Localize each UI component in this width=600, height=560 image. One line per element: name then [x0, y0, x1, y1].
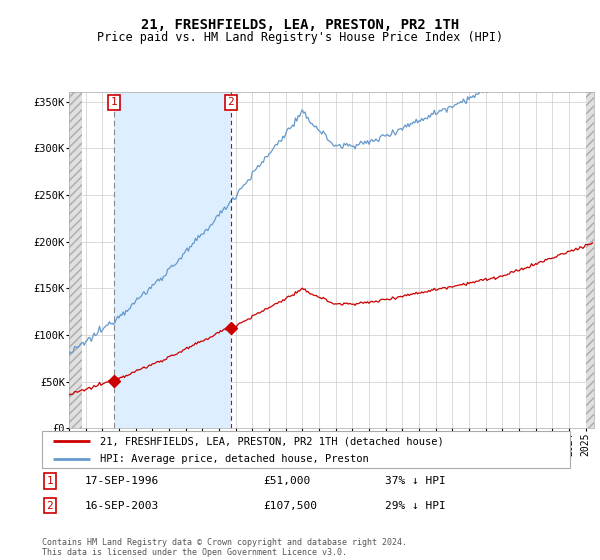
Text: £51,000: £51,000 — [264, 476, 311, 486]
Text: HPI: Average price, detached house, Preston: HPI: Average price, detached house, Pres… — [100, 454, 369, 464]
Text: 1: 1 — [111, 97, 118, 108]
Text: £107,500: £107,500 — [264, 501, 318, 511]
Text: 2: 2 — [227, 97, 234, 108]
Bar — [114, 92, 231, 428]
Text: 21, FRESHFIELDS, LEA, PRESTON, PR2 1TH: 21, FRESHFIELDS, LEA, PRESTON, PR2 1TH — [141, 18, 459, 32]
FancyBboxPatch shape — [42, 431, 570, 468]
Bar — [69, 92, 82, 428]
Text: 1: 1 — [47, 476, 53, 486]
Text: Price paid vs. HM Land Registry's House Price Index (HPI): Price paid vs. HM Land Registry's House … — [97, 31, 503, 44]
Text: 21, FRESHFIELDS, LEA, PRESTON, PR2 1TH (detached house): 21, FRESHFIELDS, LEA, PRESTON, PR2 1TH (… — [100, 436, 444, 446]
Text: 37% ↓ HPI: 37% ↓ HPI — [385, 476, 446, 486]
Text: Contains HM Land Registry data © Crown copyright and database right 2024.
This d: Contains HM Land Registry data © Crown c… — [42, 538, 407, 557]
Text: 17-SEP-1996: 17-SEP-1996 — [84, 476, 158, 486]
Bar — [586, 92, 600, 428]
Text: 16-SEP-2003: 16-SEP-2003 — [84, 501, 158, 511]
Text: 29% ↓ HPI: 29% ↓ HPI — [385, 501, 446, 511]
Text: 2: 2 — [47, 501, 53, 511]
